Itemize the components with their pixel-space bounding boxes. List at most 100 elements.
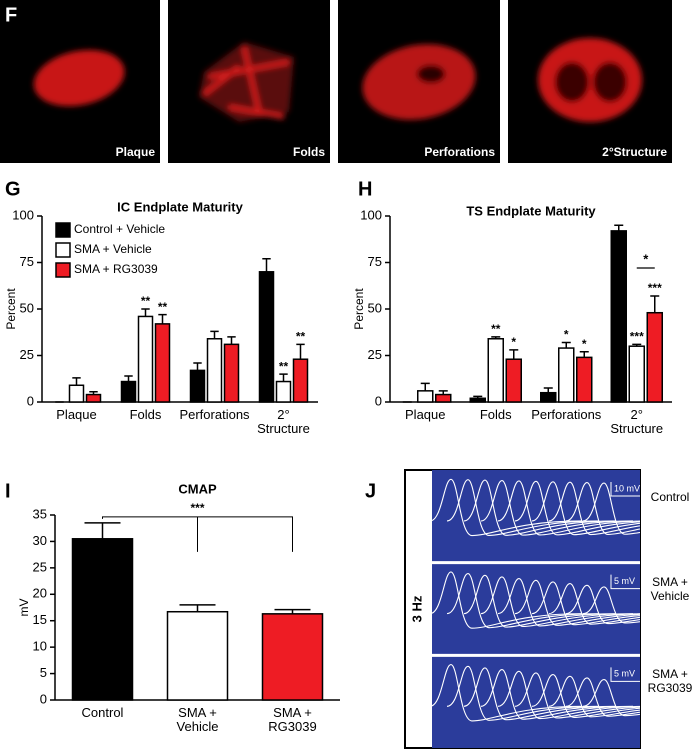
x-tick-label: Perforations bbox=[531, 407, 602, 422]
image-label: Perforations bbox=[424, 145, 495, 159]
y-axis-label: Percent bbox=[352, 288, 366, 330]
traces bbox=[432, 478, 640, 722]
y-axis-label: Percent bbox=[4, 288, 18, 330]
y-tick-label: 25 bbox=[20, 347, 34, 362]
legend-label: Control + Vehicle bbox=[74, 222, 165, 236]
chart-title: TS Endplate Maturity bbox=[466, 203, 596, 218]
error-bar bbox=[141, 308, 150, 317]
endplate-image bbox=[538, 38, 642, 122]
error-bar bbox=[279, 373, 288, 382]
endplate bbox=[538, 38, 642, 122]
error-bar bbox=[89, 391, 98, 395]
y-tick-label: 0 bbox=[40, 691, 47, 706]
image-label: 2°Structure bbox=[602, 145, 667, 159]
trace bbox=[432, 478, 583, 537]
scale-label: 10 mV bbox=[614, 483, 640, 493]
recording-area bbox=[432, 470, 640, 748]
significance-label: *** bbox=[630, 330, 644, 344]
y-tick-label: 75 bbox=[368, 254, 382, 269]
x-tick-label: 2° Structure bbox=[610, 407, 664, 436]
bar bbox=[558, 347, 575, 403]
y-tick-label: 15 bbox=[33, 612, 47, 627]
legend-label: SMA + Vehicle bbox=[74, 242, 152, 256]
image-label: Folds bbox=[293, 145, 325, 159]
error-bar bbox=[210, 330, 219, 339]
trace bbox=[446, 479, 600, 536]
bar bbox=[137, 315, 154, 403]
bar bbox=[206, 338, 223, 403]
trace bbox=[514, 672, 640, 719]
bar bbox=[487, 338, 504, 403]
y-axis-label: mV bbox=[17, 599, 31, 617]
error-bar bbox=[227, 336, 236, 345]
y-tick-label: 0 bbox=[375, 393, 382, 408]
bar bbox=[435, 393, 452, 403]
bar bbox=[505, 358, 522, 403]
trace bbox=[548, 583, 640, 625]
error-bar bbox=[650, 295, 660, 313]
y-tick-label: 75 bbox=[20, 254, 34, 269]
trace bbox=[480, 669, 634, 720]
panel-label: F bbox=[5, 4, 17, 26]
trace bbox=[463, 574, 617, 628]
image-label: Plaque bbox=[116, 145, 156, 159]
legend-swatch bbox=[55, 222, 71, 238]
trace bbox=[432, 571, 583, 629]
significance-label: ** bbox=[141, 294, 151, 308]
significance-label: ** bbox=[296, 330, 306, 344]
bar bbox=[120, 380, 137, 403]
panel-label: H bbox=[358, 178, 372, 200]
row-label: SMA + Vehicle bbox=[650, 574, 690, 603]
scale-label: 5 mV bbox=[614, 576, 635, 586]
x-tick-label: Plaque bbox=[56, 407, 97, 422]
hole bbox=[555, 62, 589, 102]
trace bbox=[480, 576, 634, 628]
bar bbox=[417, 390, 434, 403]
error-bar bbox=[72, 377, 81, 386]
error-bar bbox=[420, 382, 430, 391]
x-tick-label: 2° Structure bbox=[257, 407, 310, 436]
error-bar bbox=[274, 608, 311, 614]
y-tick-label: 25 bbox=[368, 347, 382, 362]
trace bbox=[548, 675, 640, 718]
bar bbox=[646, 311, 663, 403]
y-tick-label: 35 bbox=[33, 506, 47, 521]
bar bbox=[469, 397, 486, 403]
trace bbox=[480, 479, 634, 536]
error-bar bbox=[579, 351, 589, 358]
error-bar bbox=[124, 375, 133, 382]
comparison-bracket bbox=[102, 516, 293, 552]
y-tick-label: 50 bbox=[368, 300, 382, 315]
perforation bbox=[417, 65, 445, 83]
bar bbox=[166, 610, 229, 701]
legend-swatch bbox=[55, 262, 71, 278]
comparison-label: * bbox=[643, 251, 649, 266]
endplate bbox=[199, 42, 294, 122]
trace bbox=[514, 579, 640, 626]
panel-label: J bbox=[365, 480, 376, 502]
bar bbox=[292, 358, 309, 403]
y-tick-label: 100 bbox=[12, 207, 34, 222]
trace bbox=[497, 578, 640, 627]
trace bbox=[463, 479, 617, 536]
y-tick-label: 30 bbox=[33, 533, 47, 548]
trace bbox=[582, 482, 640, 535]
x-tick-label: SMA + RG3039 bbox=[268, 705, 317, 734]
error-bar bbox=[543, 387, 553, 393]
row-label: SMA + RG3039 bbox=[647, 667, 693, 696]
legend-swatch bbox=[55, 242, 71, 258]
error-bar bbox=[193, 362, 202, 371]
bar bbox=[223, 343, 240, 403]
comparison-label: *** bbox=[190, 501, 204, 515]
trace bbox=[446, 665, 600, 721]
frequency-label: 3 Hz bbox=[409, 595, 424, 622]
endplate-image bbox=[362, 44, 476, 120]
endplate-image bbox=[33, 49, 125, 107]
error-bar bbox=[296, 343, 305, 360]
scale-bar bbox=[610, 667, 640, 682]
scale-label: 5 mV bbox=[614, 669, 635, 679]
trace bbox=[497, 480, 640, 536]
endplate bbox=[33, 49, 125, 107]
trace bbox=[582, 586, 640, 624]
